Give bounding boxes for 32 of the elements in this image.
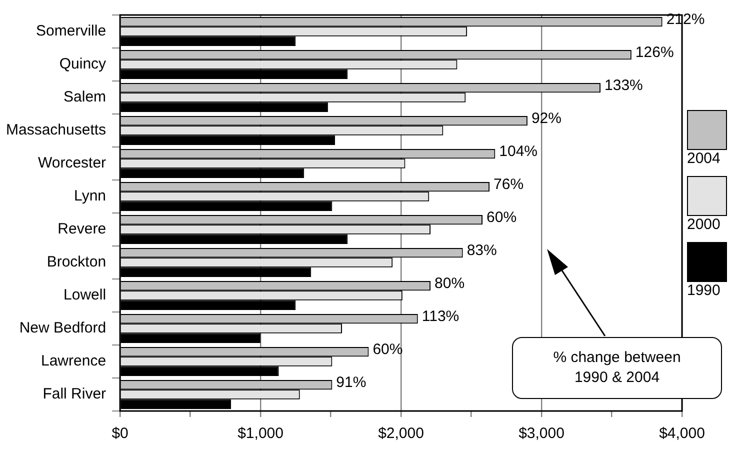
y-tick-label: New Bedford [19,320,106,337]
y-tick-label: Quincy [59,56,107,73]
y-tick-label: Salem [64,88,106,106]
annotation: 83% [466,242,497,259]
text: 2004 [687,150,722,167]
annotation: 76% [494,176,524,193]
x-tick-label: $1,000 [238,425,284,442]
callout: % change between 1990 & 2004 [512,337,722,399]
text: 2000 [687,216,722,233]
annotation: 92% [531,110,562,127]
annotation: 80% [434,274,465,292]
x-tick-label: $4,000 [659,425,705,442]
y-tick-label: Lynn [74,188,106,205]
y-tick-label: Revere [58,220,106,238]
annotation: 104% [499,142,538,160]
text: 1990 [687,282,722,299]
annotation: 60% [372,340,403,358]
annotation: 60% [486,208,517,226]
x-tick-label: $3,000 [518,425,564,442]
annotation: 91% [336,374,366,391]
annotation: 133% [604,76,643,94]
y-tick-label: Lawrence [40,352,106,370]
y-tick-label: Somerville [36,22,106,40]
x-tick-label: $0 [112,425,128,442]
annotation: 126% [635,44,674,61]
y-tick-label: Massachusetts [6,122,106,139]
y-tick-label: Worcester [38,154,106,172]
annotation: 113% [422,308,460,325]
y-tick-label: Lowell [64,286,106,304]
y-tick-label: Fall River [42,386,106,403]
x-tick-label: $2,000 [378,425,424,442]
y-tick-label: Brockton [46,254,106,271]
